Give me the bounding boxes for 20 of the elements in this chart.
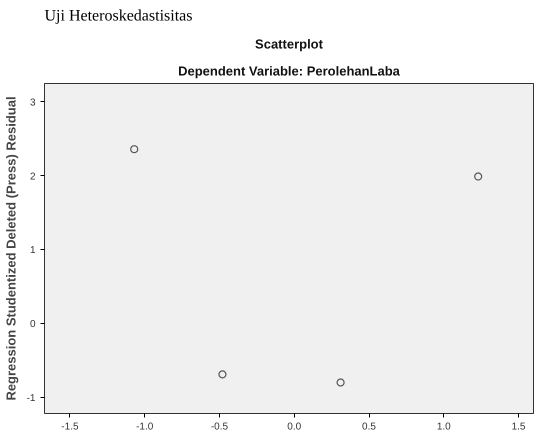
point [474, 172, 482, 181]
y-tick-label: -1 [26, 392, 36, 404]
x-tick-label: -1.0 [136, 422, 154, 432]
y-tick-label: 3 [30, 97, 36, 108]
chart-title: Scatterplot [255, 36, 324, 52]
x-tick-label: 0.5 [362, 422, 376, 432]
y-tick-label: 0 [30, 318, 36, 330]
x-tick-label: -0.5 [210, 422, 229, 432]
x-tick-label: 0.0 [287, 422, 302, 432]
y-tick-label: 1 [30, 245, 36, 256]
y-axis-title: Regression Studentized Deleted (Press) Residual [4, 96, 19, 401]
y-tick-label: 2 [30, 171, 36, 182]
text: Uji Heteroskedastisitas [44, 8, 192, 24]
point [130, 145, 138, 154]
x-tick-label: -1.5 [61, 422, 79, 432]
point [218, 370, 227, 378]
x-tick-label: 1.0 [436, 422, 452, 432]
point [336, 378, 345, 387]
x-tick-label: 1.5 [512, 422, 526, 432]
chart-subtitle: Dependent Variable: PerolehanLaba [178, 64, 401, 78]
